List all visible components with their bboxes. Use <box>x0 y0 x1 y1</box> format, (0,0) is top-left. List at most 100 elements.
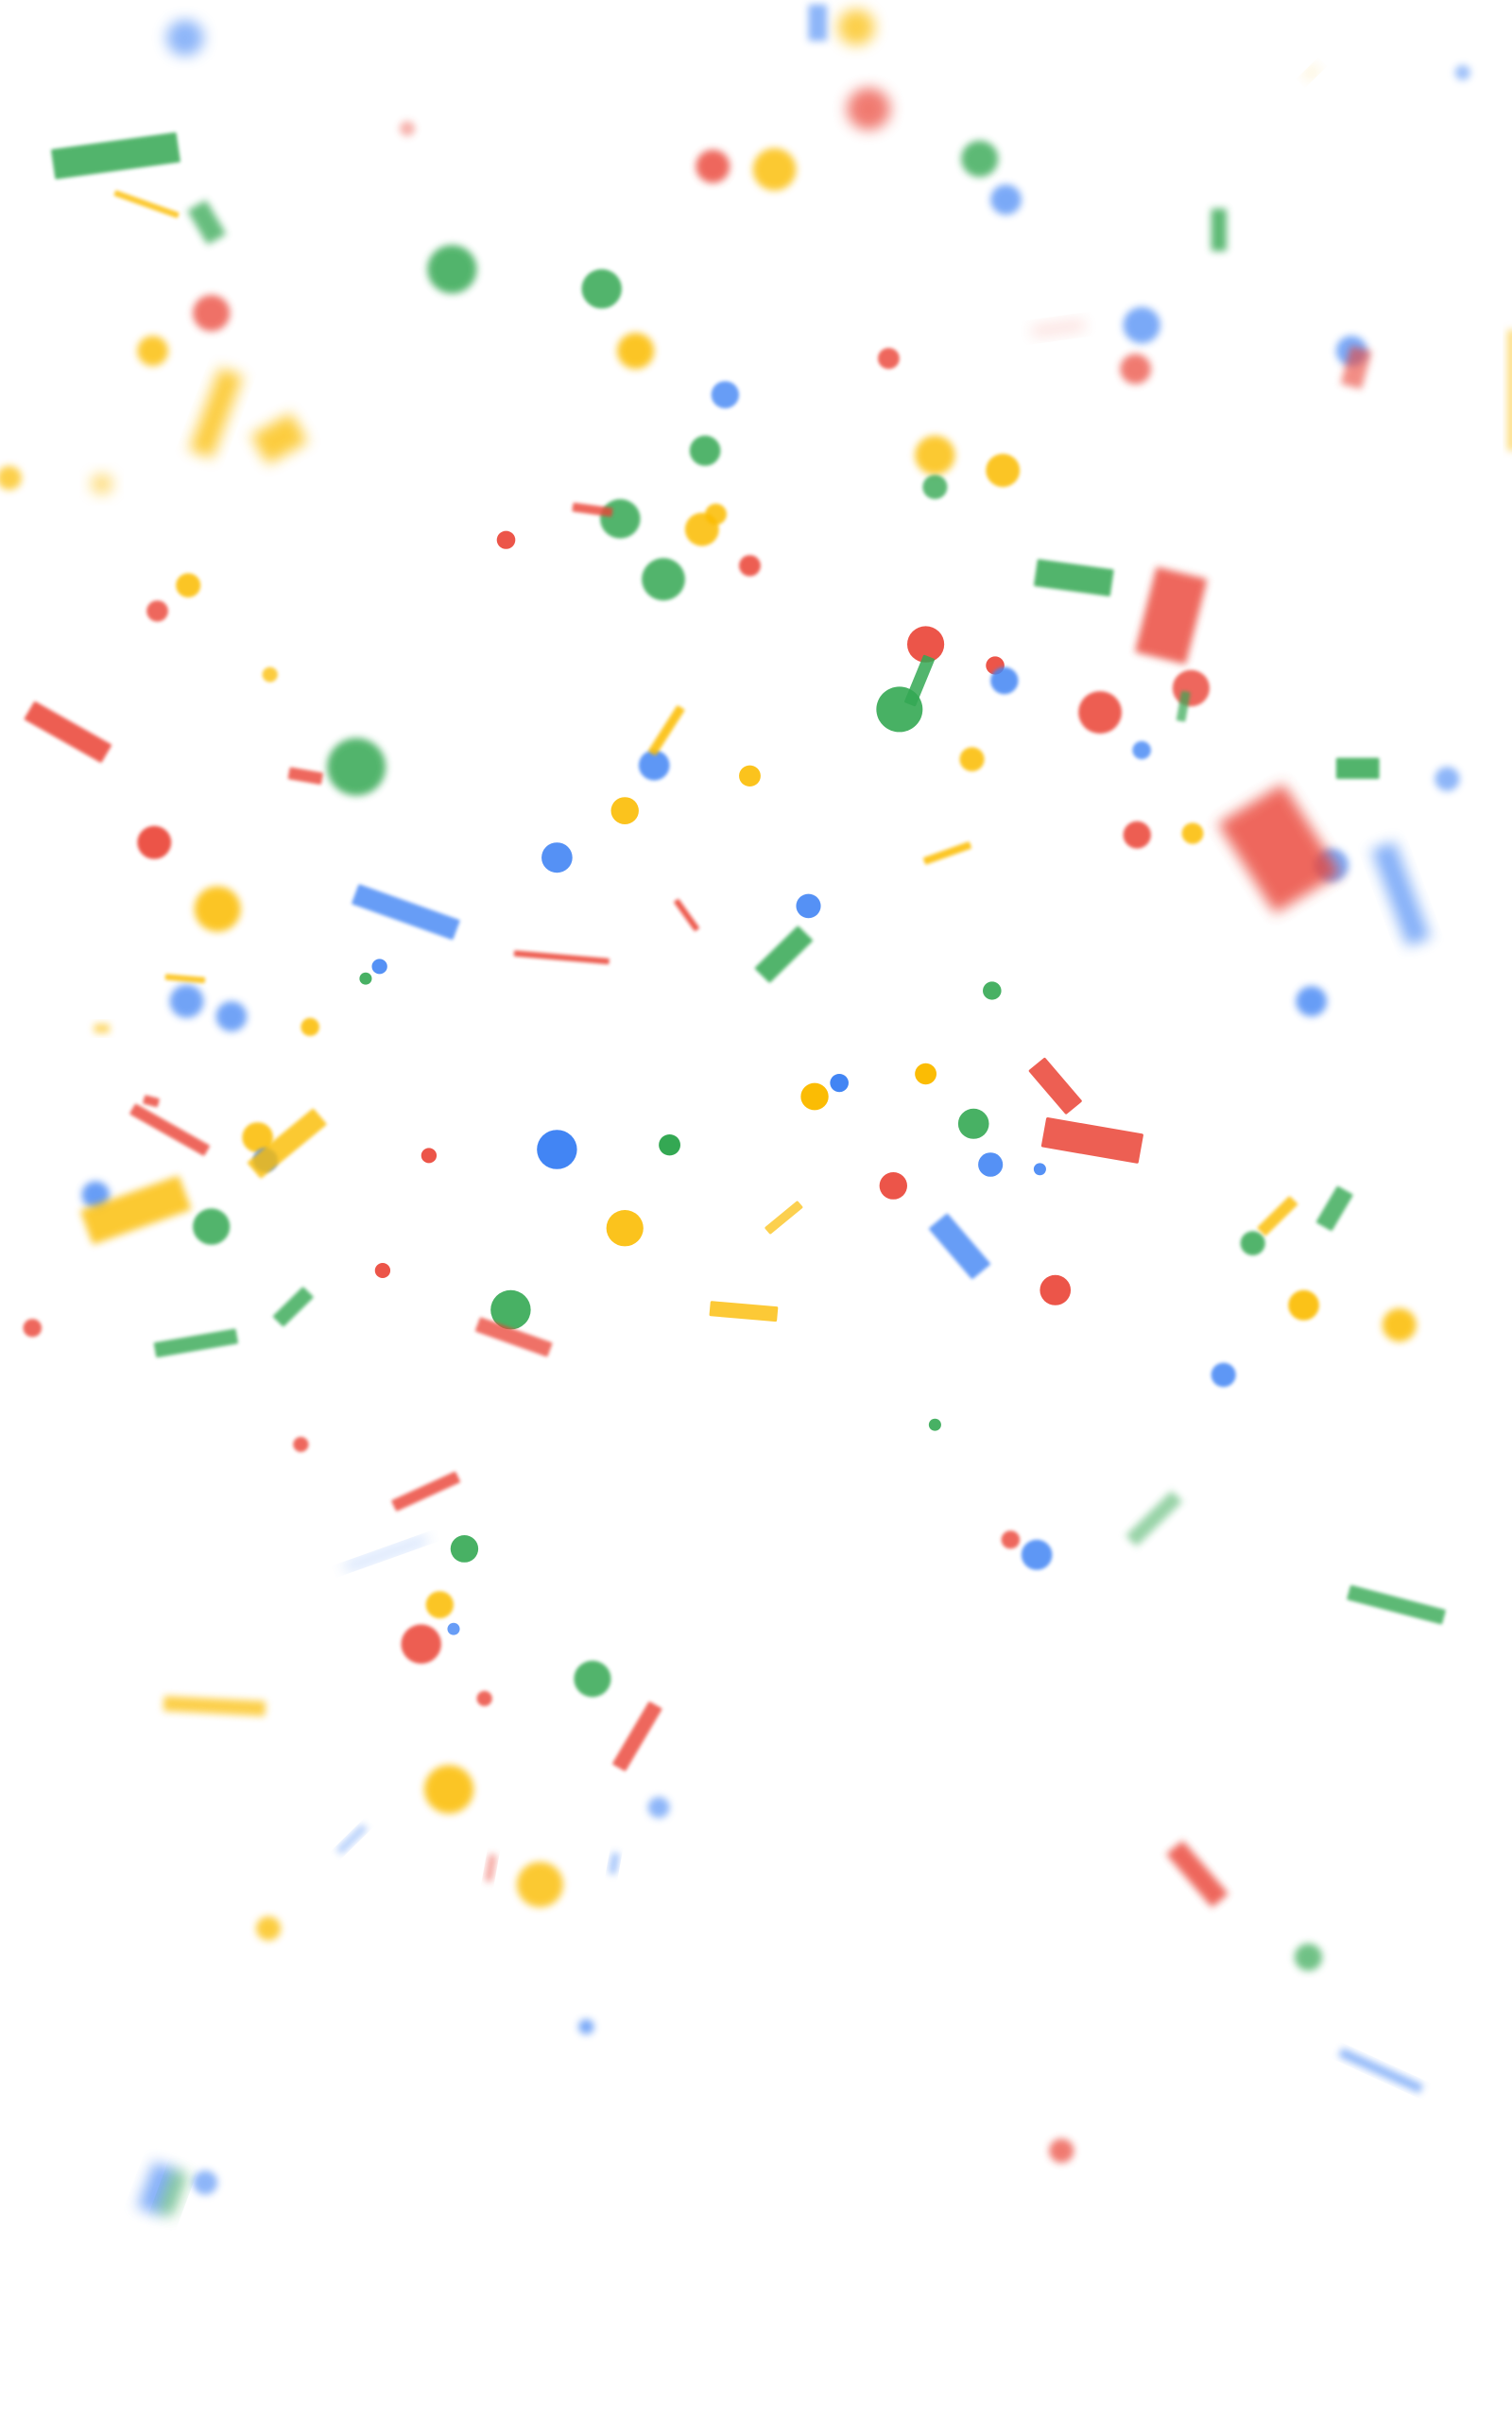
confetti-dot-yellow <box>800 1082 829 1111</box>
confetti-strip-red <box>129 1103 210 1156</box>
confetti-strip-red <box>1135 566 1208 665</box>
confetti-strip-red <box>1031 319 1086 338</box>
confetti-dot-blue <box>1296 986 1328 1017</box>
confetti-strip-blue <box>808 4 828 42</box>
confetti-dot-blue <box>578 2019 594 2034</box>
confetti-strip-red <box>287 767 323 785</box>
confetti-strip-red <box>1028 1057 1082 1115</box>
confetti-strip-red <box>1340 346 1372 389</box>
confetti-dot-green <box>922 475 948 499</box>
confetti-strip-yellow <box>765 1201 803 1235</box>
confetti-dot-red <box>193 295 231 332</box>
confetti-strip-yellow <box>163 1696 266 1717</box>
confetti-strip-green <box>1034 559 1114 596</box>
confetti-dot-red <box>877 348 900 370</box>
confetti-strip-green <box>153 1328 238 1357</box>
confetti-strip-red <box>485 1854 496 1882</box>
confetti-dot-red <box>739 555 761 577</box>
confetti-dot-blue <box>169 984 204 1018</box>
confetti-strip-red <box>513 950 610 965</box>
confetti-dot-red <box>1078 691 1122 734</box>
confetti-strip-blue <box>1338 2048 1423 2093</box>
confetti-dot-green <box>359 972 372 985</box>
confetti-strip-yellow <box>922 841 971 865</box>
confetti-dot-blue <box>638 750 670 781</box>
confetti-strip-blue <box>929 1213 990 1279</box>
confetti-strip-red <box>674 899 699 931</box>
confetti-strip-yellow <box>247 1108 327 1179</box>
confetti-dot-green <box>490 1289 531 1330</box>
confetti-strip-blue <box>609 1852 619 1875</box>
confetti-dot-yellow <box>176 573 201 597</box>
confetti-dot-blue <box>978 1152 1004 1177</box>
confetti-dot-red <box>1049 2138 1074 2163</box>
confetti-dot-yellow <box>301 1017 319 1036</box>
confetti-dot-blue <box>1211 1362 1236 1388</box>
confetti-dot-blue <box>447 1622 460 1635</box>
confetti-dot-green <box>450 1535 479 1563</box>
confetti-dot-red <box>23 1319 43 1338</box>
confetti-strip-yellow <box>94 1024 110 1033</box>
confetti-strip-red <box>612 1702 662 1772</box>
confetti-dot-green <box>574 1660 611 1698</box>
confetti-dot-yellow <box>739 765 761 786</box>
confetti-dot-yellow <box>959 747 985 771</box>
confetti-strip-blue <box>344 1536 427 1571</box>
confetti-dot-blue <box>1132 741 1151 760</box>
confetti-dot-green <box>427 245 477 294</box>
confetti-dot-red <box>421 1148 438 1164</box>
confetti-strip-yellow <box>164 974 206 984</box>
confetti-dot-yellow <box>837 9 875 46</box>
confetti-strip-yellow <box>648 705 685 756</box>
confetti-dot-blue <box>371 959 387 975</box>
confetti-dot-yellow <box>262 666 278 683</box>
confetti-strip-yellow <box>250 413 308 464</box>
confetti-dot-blue <box>1033 1163 1046 1176</box>
confetti-dot-green <box>957 1108 989 1139</box>
confetti-strip-green <box>272 1287 314 1327</box>
confetti-strip-yellow <box>80 1175 192 1245</box>
confetti-dot-blue <box>166 19 204 57</box>
confetti-dot-red <box>847 87 891 130</box>
confetti-strip-green <box>1347 1584 1446 1625</box>
confetti-strip-green <box>1211 208 1227 251</box>
confetti-dot-yellow <box>91 473 113 495</box>
confetti-dot-blue <box>81 1181 110 1209</box>
confetti-strip-blue <box>1371 841 1431 946</box>
confetti-dot-red <box>293 1437 309 1452</box>
confetti-dot-green <box>659 1134 680 1156</box>
confetti-strip-green <box>1125 1491 1182 1547</box>
confetti-strip-red <box>572 502 613 517</box>
confetti-dot-blue <box>215 1001 248 1032</box>
confetti-dot-red <box>401 1624 441 1664</box>
confetti-dot-yellow <box>752 147 797 191</box>
confetti-dot-red <box>879 1172 907 1200</box>
confetti-strip-red <box>1218 784 1340 913</box>
confetti-dot-yellow <box>256 1916 282 1941</box>
confetti-dot-red <box>1123 821 1151 849</box>
confetti-strip-green <box>1335 757 1380 779</box>
confetti-dot-yellow <box>617 333 655 370</box>
confetti-strip-green <box>187 200 226 245</box>
confetti-dot-green <box>983 981 1002 1000</box>
confetti-strip-green <box>904 654 936 707</box>
confetti-dot-red <box>1120 354 1151 385</box>
confetti-pieces <box>0 4 1512 2217</box>
confetti-dot-yellow <box>242 1122 273 1153</box>
confetti-dot-yellow <box>705 503 727 526</box>
confetti-dot-blue <box>990 184 1022 216</box>
confetti-dot-red <box>399 121 416 136</box>
confetti-dot-blue <box>1435 767 1460 791</box>
confetti-strip-red <box>474 1317 553 1357</box>
confetti-dot-green <box>193 1208 231 1245</box>
confetti-dot-green <box>961 140 999 178</box>
confetti-dot-blue <box>193 2170 218 2195</box>
confetti-strip-blue <box>336 1824 367 1854</box>
confetti-strip-red <box>143 1095 160 1108</box>
confetti-strip-green <box>51 132 180 180</box>
confetti-dot-green <box>581 268 622 309</box>
confetti-dot-blue <box>541 842 573 873</box>
confetti-dot-red <box>496 530 516 549</box>
confetti-strip-blue <box>137 2162 178 2216</box>
